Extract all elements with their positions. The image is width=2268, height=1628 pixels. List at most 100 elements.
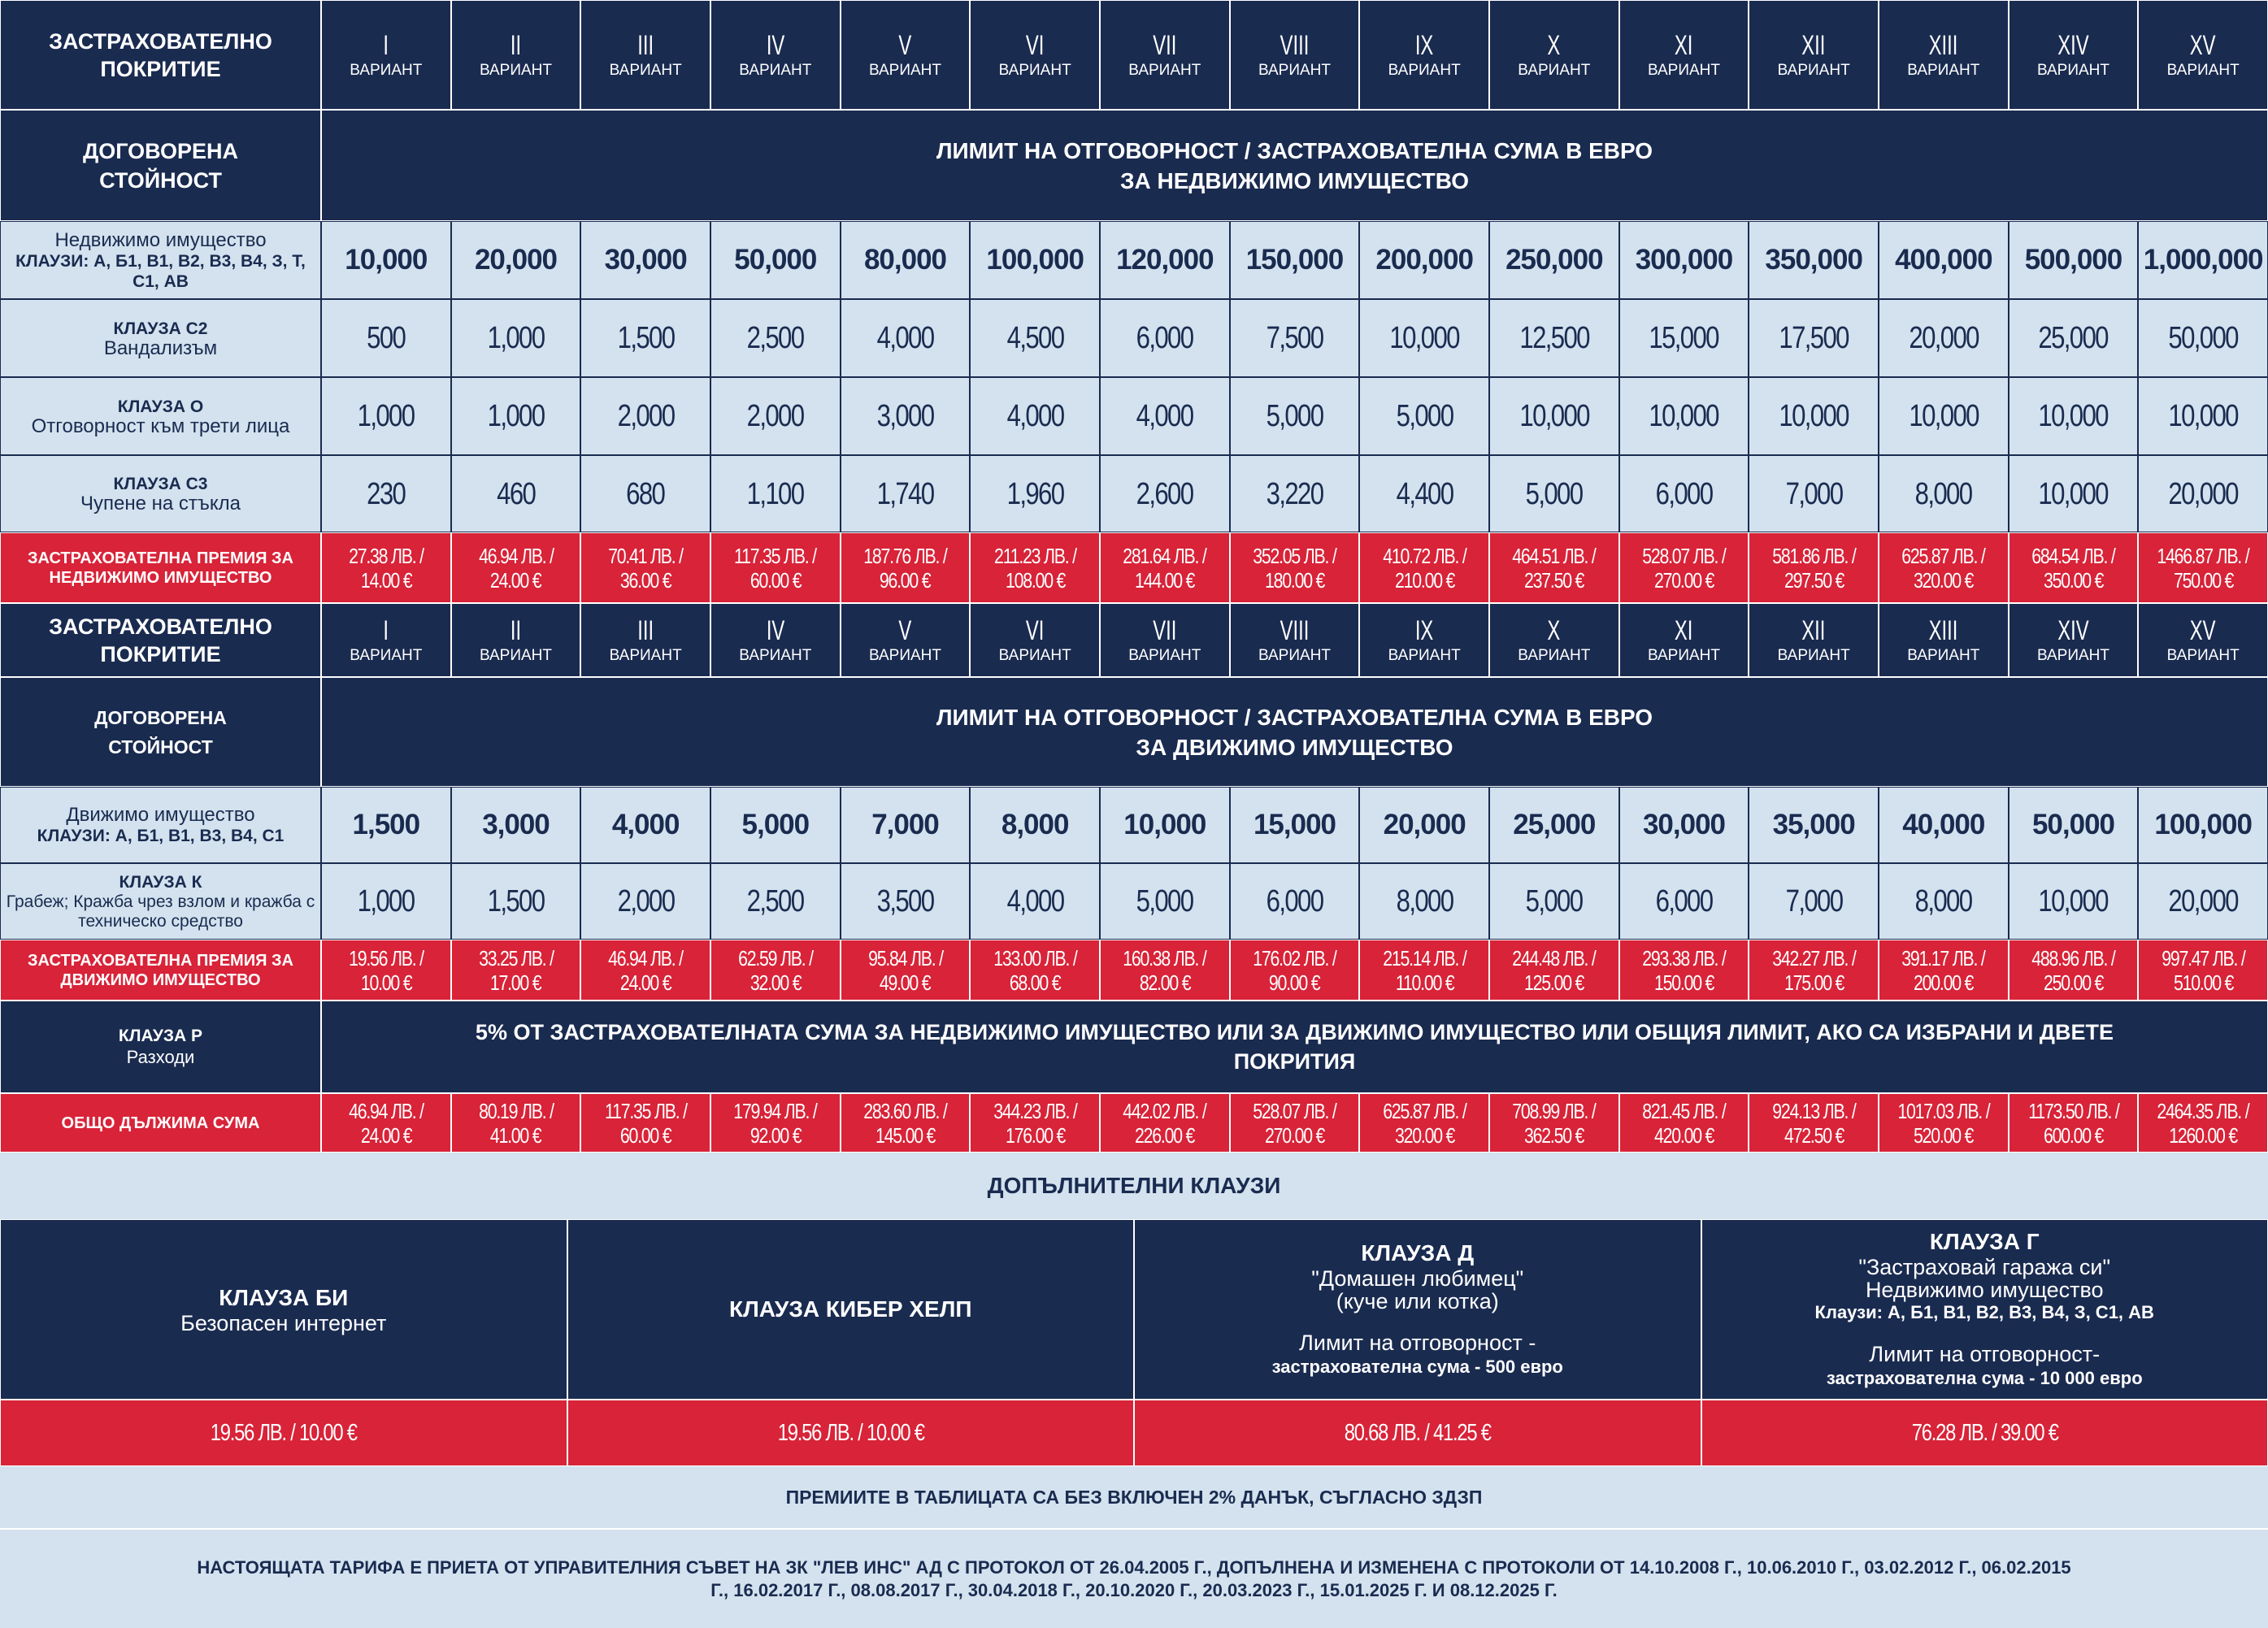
value: 4,000 bbox=[876, 321, 935, 355]
value: 10,000 bbox=[345, 244, 428, 276]
clause-title: КЛАУЗА Г bbox=[1929, 1229, 2040, 1254]
value: 350,000 bbox=[1765, 244, 1863, 276]
price-eur: 176.00 € bbox=[1005, 1122, 1066, 1148]
value-cell: 1,500 bbox=[450, 863, 581, 940]
total-cell: 1017.03 ЛВ. /520.00 € bbox=[1879, 1093, 2009, 1153]
price-bgn: 1173.50 ЛВ. / bbox=[2027, 1098, 2120, 1123]
variant-numeral: XII bbox=[1801, 614, 1826, 646]
value: 4,000 bbox=[1006, 884, 1064, 918]
total-cell: 283.60 ЛВ. /145.00 € bbox=[840, 1093, 971, 1153]
value-cell: 2,500 bbox=[710, 863, 841, 940]
price-bgn: 821.45 ЛВ. / bbox=[1642, 1098, 1727, 1123]
price-eur: 144.00 € bbox=[1135, 567, 1195, 593]
value: 4,000 bbox=[1136, 399, 1194, 433]
value-cell: 5,000 bbox=[710, 787, 841, 863]
value: 1,000 bbox=[357, 884, 415, 918]
value: 40,000 bbox=[1902, 809, 1985, 840]
agreed-value: ДОГОВОРЕНА СТОЙНОСТ bbox=[94, 706, 227, 758]
row-label-cell: КЛАУЗА О Отговорност към трети лица bbox=[0, 377, 321, 455]
price-eur: 472.50 € bbox=[1784, 1122, 1844, 1148]
value: 4,500 bbox=[1006, 321, 1064, 355]
price-bgn: 528.07 ЛВ. / bbox=[1253, 1098, 1337, 1123]
total-cell: 442.02 ЛВ. /226.00 € bbox=[1100, 1093, 1230, 1153]
price-bgn: 625.87 ЛВ. / bbox=[1901, 543, 1987, 568]
clause-limit: Лимит на отговорност- bbox=[1869, 1342, 2101, 1366]
value: 25,000 bbox=[2038, 321, 2109, 355]
value-cell: 7,000 bbox=[840, 787, 971, 863]
variant-header: XI ВАРИАНТ bbox=[1618, 603, 1749, 677]
value-cell: 460 bbox=[450, 455, 581, 532]
variant-header: I ВАРИАНТ bbox=[321, 0, 451, 110]
value-cell: 5,000 bbox=[1100, 863, 1230, 940]
value-cell: 4,000 bbox=[840, 299, 971, 377]
value-cell: 25,000 bbox=[2008, 299, 2139, 377]
variant-word: ВАРИАНТ bbox=[1518, 61, 1591, 79]
price-bgn: 27.38 ЛВ. / bbox=[348, 543, 424, 568]
variant-numeral: XIV bbox=[2057, 614, 2089, 646]
additional-title-cell: ДОПЪЛНИТЕЛНИ КЛАУЗИ bbox=[0, 1153, 2268, 1219]
variant-numeral: XI bbox=[1675, 614, 1693, 646]
price-bgn: 117.35 ЛВ. / bbox=[604, 1098, 688, 1123]
value-cell: 80,000 bbox=[840, 221, 971, 299]
variant-word: ВАРИАНТ bbox=[2036, 646, 2109, 664]
premium-cell: 19.56 ЛВ. /10.00 € bbox=[321, 940, 451, 1001]
value-cell: 350,000 bbox=[1749, 221, 1879, 299]
price-eur: 297.50 € bbox=[1784, 567, 1844, 593]
price-bgn: 160.38 ЛВ. / bbox=[1123, 945, 1208, 970]
value-cell: 2,000 bbox=[580, 863, 710, 940]
value-cell: 2,600 bbox=[1100, 455, 1230, 532]
value-cell: 10,000 bbox=[2138, 377, 2268, 455]
price-bgn: 997.47 ЛВ. / bbox=[2161, 945, 2246, 970]
price-bgn: 62.59 ЛВ. / bbox=[737, 945, 814, 970]
price-eur: 96.00 € bbox=[880, 567, 932, 593]
row-title: КЛАУЗА С3 bbox=[113, 475, 208, 493]
premium-cell: 581.86 ЛВ. /297.50 € bbox=[1749, 532, 1879, 603]
variant-numeral: XV bbox=[2190, 614, 2217, 646]
price-bgn: 2464.35 ЛВ. / bbox=[2157, 1098, 2250, 1123]
price-eur: 108.00 € bbox=[1005, 567, 1066, 593]
value: 7,000 bbox=[871, 809, 940, 840]
value-cell: 150,000 bbox=[1229, 221, 1360, 299]
value-cell: 10,000 bbox=[2008, 455, 2139, 532]
value-cell: 10,000 bbox=[2008, 863, 2139, 940]
value: 10,000 bbox=[1779, 399, 1849, 433]
variant-numeral: X bbox=[1547, 614, 1561, 646]
total-cell: 344.23 ЛВ. /176.00 € bbox=[970, 1093, 1100, 1153]
value-cell: 10,000 bbox=[1100, 787, 1230, 863]
value: 1,000 bbox=[487, 321, 545, 355]
total-cell: 179.94 ЛВ. /92.00 € bbox=[710, 1093, 841, 1153]
limit-title: ЛИМИТ НА ОТГОВОРНОСТ / ЗАСТРАХОВАТЕЛНА С… bbox=[936, 137, 1653, 163]
value: 1,740 bbox=[876, 476, 935, 511]
price-eur: 125.00 € bbox=[1524, 970, 1584, 995]
variant-header: III ВАРИАНТ bbox=[580, 603, 710, 677]
value: 1,000 bbox=[357, 399, 415, 433]
price-eur: 180.00 € bbox=[1264, 567, 1325, 593]
variant-header: XV ВАРИАНТ bbox=[2138, 603, 2268, 677]
premium-label-cell: ЗАСТРАХОВАТЕЛНА ПРЕМИЯ ЗА ДВИЖИМО ИМУЩЕС… bbox=[0, 940, 321, 1001]
value: 5,000 bbox=[1525, 476, 1584, 511]
value: 2,500 bbox=[746, 321, 805, 355]
value-cell: 10,000 bbox=[2008, 377, 2139, 455]
value-cell: 5,000 bbox=[1229, 377, 1360, 455]
value: 10,000 bbox=[1123, 809, 1206, 840]
value: 1,100 bbox=[746, 476, 805, 511]
price-bgn: 176.02 ЛВ. / bbox=[1253, 945, 1337, 970]
variant-header: X ВАРИАНТ bbox=[1489, 603, 1619, 677]
footer: НАСТОЯЩАТА ТАРИФА Е ПРИЕТА ОТ УПРАВИТЕЛН… bbox=[197, 1556, 2071, 1600]
variant-word: ВАРИАНТ bbox=[739, 61, 812, 79]
variant-numeral: XIV bbox=[2057, 29, 2089, 61]
value: 150,000 bbox=[1245, 244, 1345, 276]
price-bgn: 95.84 ЛВ. / bbox=[867, 945, 944, 970]
price-eur: 82.00 € bbox=[1139, 970, 1192, 995]
value-cell: 20,000 bbox=[1879, 299, 2009, 377]
total-cell: 2464.35 ЛВ. /1260.00 € bbox=[2138, 1093, 2268, 1153]
value: 100,000 bbox=[2154, 809, 2253, 840]
price-bgn: 211.23 ЛВ. / bbox=[993, 543, 1077, 568]
variant-numeral: IV bbox=[766, 29, 785, 61]
value: 1,500 bbox=[617, 321, 675, 355]
price-bgn: 352.05 ЛВ. / bbox=[1253, 543, 1337, 568]
value-cell: 20,000 bbox=[2138, 863, 2268, 940]
premium-cell: 488.96 ЛВ. /250.00 € bbox=[2008, 940, 2139, 1001]
variant-numeral: XV bbox=[2190, 29, 2217, 61]
value-cell: 500 bbox=[321, 299, 451, 377]
